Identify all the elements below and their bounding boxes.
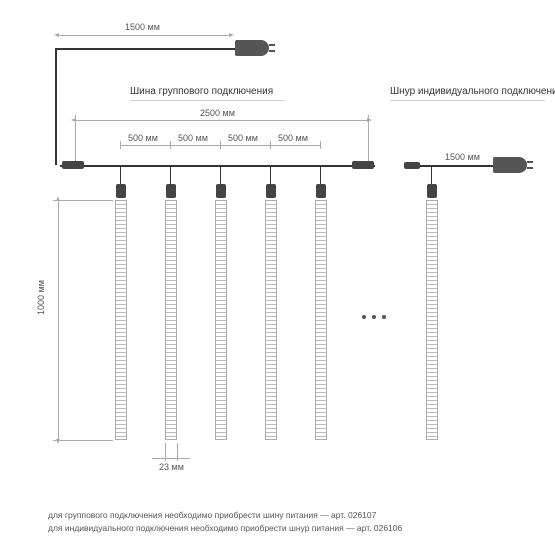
dim-bus-total xyxy=(75,120,368,121)
dim-top-cable-label: 1500 мм xyxy=(125,22,160,32)
group-bus-underline xyxy=(130,100,285,101)
dim-spacing-4: 500 мм xyxy=(278,133,308,143)
dim-spacing-2: 500 мм xyxy=(178,133,208,143)
led-tube-5 xyxy=(315,200,327,440)
dim-tube-tick-top xyxy=(53,200,113,201)
dim-bus-tick-left xyxy=(75,115,76,165)
tick-3 xyxy=(220,141,221,149)
top-cable-horizontal xyxy=(55,48,235,50)
dim-tube-width-label: 23 мм xyxy=(159,462,184,472)
group-bus-wire xyxy=(60,165,375,167)
tick-4 xyxy=(270,141,271,149)
dim-tube-width-line xyxy=(152,458,190,459)
top-plug xyxy=(235,40,269,56)
tube-conn-1 xyxy=(116,184,126,198)
tick-5 xyxy=(320,141,321,149)
dim-spacing-1: 500 мм xyxy=(128,133,158,143)
drop-5 xyxy=(320,166,321,186)
tube-conn-3 xyxy=(216,184,226,198)
footnote-individual: для индивидуального подключения необходи… xyxy=(48,523,402,533)
continuation-dots xyxy=(362,315,386,319)
drop-indiv xyxy=(431,166,432,186)
top-cable-vertical xyxy=(55,48,57,165)
tube-conn-4 xyxy=(266,184,276,198)
dim-tube-length-label: 1000 мм xyxy=(36,280,46,315)
bus-connector-right xyxy=(352,161,374,169)
dim-tube-length xyxy=(58,200,59,440)
indiv-connector xyxy=(404,162,420,169)
individual-plug xyxy=(493,157,527,173)
drop-4 xyxy=(270,166,271,186)
tube-conn-5 xyxy=(316,184,326,198)
individual-cord-underline xyxy=(390,100,545,101)
tick-2 xyxy=(170,141,171,149)
dim-top-cable xyxy=(58,35,230,36)
dim-bus-total-label: 2500 мм xyxy=(200,108,235,118)
drop-1 xyxy=(120,166,121,186)
led-tube-3 xyxy=(215,200,227,440)
bus-connector-left xyxy=(62,161,84,169)
group-bus-label: Шина группового подключения xyxy=(130,86,273,97)
led-tube-2 xyxy=(165,200,177,440)
wiring-diagram: 1500 мм Шина группового подключения Шнур… xyxy=(0,0,555,555)
led-tube-1 xyxy=(115,200,127,440)
footnote-group: для группового подключения необходимо пр… xyxy=(48,510,376,520)
dim-spacing-3: 500 мм xyxy=(228,133,258,143)
dim-bus-tick-right xyxy=(368,115,369,165)
led-tube-4 xyxy=(265,200,277,440)
drop-2 xyxy=(170,166,171,186)
tick-1 xyxy=(120,141,121,149)
led-tube-individual xyxy=(426,200,438,440)
drop-3 xyxy=(220,166,221,186)
tube-conn-indiv xyxy=(427,184,437,198)
dim-tube-tick-bot xyxy=(53,440,113,441)
dim-individual-label: 1500 мм xyxy=(445,152,480,162)
individual-cord-label: Шнур индивидуального подключения xyxy=(390,86,555,97)
tube-conn-2 xyxy=(166,184,176,198)
